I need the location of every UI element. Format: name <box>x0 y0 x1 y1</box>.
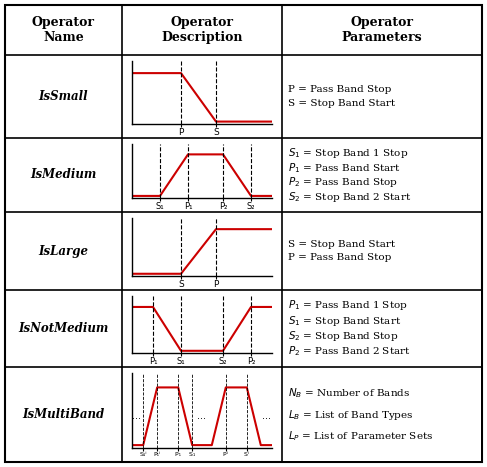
Text: IsNotMedium: IsNotMedium <box>19 322 109 335</box>
Text: $P_2$ = Pass Band 2 Start: $P_2$ = Pass Band 2 Start <box>288 345 411 359</box>
Text: S = Stop Band Start
P = Pass Band Stop: S = Stop Band Start P = Pass Band Stop <box>288 240 395 262</box>
Text: P₁ = Pass Band 1 Stop
S₁ = Stop Band Start
S₂ = Stop Band Stop
P₂ = Pass Band 2 : P₁ = Pass Band 1 Stop S₁ = Stop Band Sta… <box>288 304 408 354</box>
Text: ...: ... <box>198 411 206 421</box>
Text: S₁ = Stop Band 1 Stop
P₁ = Pass Band Start
P₂ = Pass Band Stop
S₂ = Stop Band 2 : S₁ = Stop Band 1 Stop P₁ = Pass Band Sta… <box>288 150 409 200</box>
Bar <box>283 368 481 461</box>
Text: Operator
Name: Operator Name <box>32 16 95 44</box>
Bar <box>283 291 481 366</box>
Text: $P_1$ = Pass Band 1 Stop: $P_1$ = Pass Band 1 Stop <box>288 298 408 312</box>
Bar <box>283 139 481 211</box>
Text: IsSmall: IsSmall <box>38 90 88 103</box>
Text: P = Pass Band Stop
S = Stop Band Start: P = Pass Band Stop S = Stop Band Start <box>288 85 395 108</box>
Text: $L_P$ = List of Parameter Sets: $L_P$ = List of Parameter Sets <box>288 429 433 443</box>
Text: $N_B$ = Number of Bands: $N_B$ = Number of Bands <box>288 387 411 400</box>
Text: IsMedium: IsMedium <box>30 169 96 182</box>
Text: $S_1$ = Stop Band 1 Stop: $S_1$ = Stop Band 1 Stop <box>288 146 408 160</box>
Text: $S_2$ = Stop Band Stop: $S_2$ = Stop Band Stop <box>288 329 398 343</box>
Text: IsMultiBand: IsMultiBand <box>22 408 105 421</box>
Text: $P_1$ = Pass Band Start: $P_1$ = Pass Band Start <box>288 161 401 175</box>
Text: Operator
Description: Operator Description <box>161 16 243 44</box>
Text: IsLarge: IsLarge <box>38 245 89 257</box>
Text: ...: ... <box>131 411 141 421</box>
Text: Operator
Parameters: Operator Parameters <box>342 16 422 44</box>
Text: $L_B$ = List of Band Types: $L_B$ = List of Band Types <box>288 408 413 422</box>
Text: N_B = Number of Bands
L_B = List of Band Types
L_P = List of Parameter Sets: N_B = Number of Bands L_B = List of Band… <box>288 396 439 433</box>
Text: $S_1$ = Stop Band Start: $S_1$ = Stop Band Start <box>288 314 401 328</box>
Text: ...: ... <box>262 411 271 421</box>
Text: $P_2$ = Pass Band Stop: $P_2$ = Pass Band Stop <box>288 176 398 190</box>
Text: $S_2$ = Stop Band 2 Start: $S_2$ = Stop Band 2 Start <box>288 190 411 204</box>
